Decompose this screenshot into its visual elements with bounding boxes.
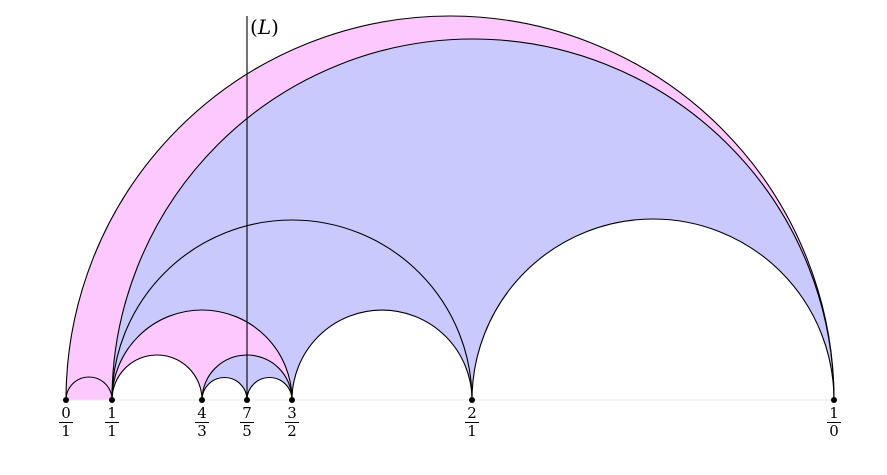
line-l-open-paren: ( <box>250 15 258 39</box>
fraction-label-2-1: 2 1 <box>457 406 487 439</box>
line-l-close-paren: ) <box>271 15 279 39</box>
fraction-bar <box>285 422 299 423</box>
geodesic-arc-4-3-to-7-5 <box>201 376 248 401</box>
fraction-numerator: 3 <box>287 404 297 422</box>
geodesic-arc-1-1-to-3-2 <box>111 309 293 401</box>
geodesic-arc-1-1-to-4-3 <box>111 354 203 401</box>
fraction-bar <box>240 422 254 423</box>
fraction-bar <box>59 422 73 423</box>
fraction-label-4-3: 4 3 <box>187 406 217 439</box>
fraction-bar <box>105 422 119 423</box>
vertex-dot <box>109 397 115 403</box>
vertex-dot <box>469 397 475 403</box>
geodesic-arc-2-1-to-1-0 <box>471 218 835 401</box>
fraction-numerator: 7 <box>242 404 252 422</box>
fraction-label-0-1: 0 1 <box>51 406 81 439</box>
fraction-denominator: 1 <box>467 422 477 440</box>
fraction-bar <box>195 422 209 423</box>
geodesic-arc-0-1-to-1-0 <box>65 15 835 401</box>
fraction-denominator: 0 <box>829 422 839 440</box>
vertex-dot <box>63 397 69 403</box>
geodesic-arc-7-5-to-3-2 <box>246 376 293 401</box>
fraction-bar <box>827 422 841 423</box>
geodesic-arc-0-1-to-1-1 <box>65 376 113 401</box>
vertex-dot <box>289 397 295 403</box>
fraction-denominator: 1 <box>107 422 117 440</box>
line-l-label: (L) <box>250 15 279 39</box>
blue-region-large <box>112 39 834 400</box>
fraction-label-3-2: 3 2 <box>277 406 307 439</box>
blue-region-middle <box>112 220 472 400</box>
fraction-denominator: 2 <box>287 422 297 440</box>
fraction-denominator: 1 <box>61 422 71 440</box>
geodesic-arc-1-1-to-1-0 <box>111 38 835 401</box>
fraction-numerator: 1 <box>107 404 117 422</box>
fraction-bar <box>465 422 479 423</box>
fraction-label-1-0: 1 0 <box>819 406 849 439</box>
geodesic-arc-1-1-to-2-1 <box>111 219 473 401</box>
fraction-numerator: 0 <box>61 404 71 422</box>
vertex-dot <box>244 397 250 403</box>
geodesic-arc-3-2-to-2-1 <box>291 309 473 401</box>
fraction-denominator: 3 <box>197 422 207 440</box>
vertex-dot <box>831 397 837 403</box>
fraction-numerator: 4 <box>197 404 207 422</box>
vertex-dot <box>199 397 205 403</box>
line-l-name: L <box>257 15 272 39</box>
fraction-denominator: 5 <box>242 422 252 440</box>
fraction-label-7-5: 7 5 <box>232 406 262 439</box>
fraction-label-1-1: 1 1 <box>97 406 127 439</box>
fraction-numerator: 1 <box>829 404 839 422</box>
fraction-numerator: 2 <box>467 404 477 422</box>
